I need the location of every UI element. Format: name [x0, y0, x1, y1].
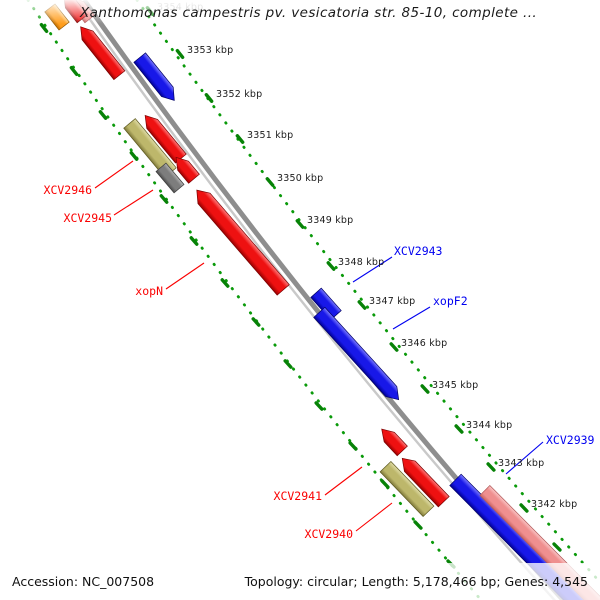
- ruler-label: 3353 kbp: [187, 45, 233, 56]
- feature-XCV2945[interactable]: [171, 153, 200, 184]
- major-tick-right: [486, 462, 496, 472]
- major-tick-right: [326, 261, 336, 271]
- feature-gray-7[interactable]: [155, 162, 185, 194]
- major-tick-left: [283, 359, 293, 369]
- major-tick-left: [39, 23, 49, 33]
- feature-olive-13[interactable]: [379, 460, 435, 518]
- major-tick-right: [454, 424, 464, 434]
- major-tick-left: [220, 278, 230, 288]
- feature-xopF2[interactable]: [313, 306, 404, 404]
- ruler-label: 3346 kbp: [401, 338, 447, 349]
- ruler-label: 3349 kbp: [307, 215, 353, 226]
- feature-red-3[interactable]: [75, 22, 126, 81]
- major-tick-right: [235, 134, 245, 144]
- gene-label-XCV2941[interactable]: XCV2941: [274, 489, 323, 503]
- feature-XCV2941[interactable]: [377, 424, 408, 457]
- callout-XCV2946: [94, 160, 134, 189]
- ruler-label: 3343 kbp: [498, 458, 544, 469]
- feature-xopN[interactable]: [191, 185, 290, 296]
- major-tick-right: [175, 49, 185, 59]
- ruler-label: 3350 kbp: [277, 173, 323, 184]
- major-tick-right: [204, 93, 214, 103]
- ruler-label: 3351 kbp: [247, 130, 293, 141]
- status-bar: Accession: NC_007508 Topology: circular;…: [0, 563, 600, 600]
- gene-label-XCV2945[interactable]: XCV2945: [64, 211, 112, 225]
- major-tick-right: [357, 300, 367, 310]
- backbone-highlight: [78, 3, 557, 600]
- callout-XCV2940: [355, 502, 393, 532]
- gene-label-XCV2946[interactable]: XCV2946: [44, 183, 93, 197]
- major-tick-left: [314, 401, 324, 411]
- ruler-label: 3348 kbp: [338, 257, 384, 268]
- major-tick-right: [389, 342, 399, 352]
- gene-label-XCV2940[interactable]: XCV2940: [305, 527, 354, 541]
- gene-label-XCV2939[interactable]: XCV2939: [546, 433, 595, 447]
- major-tick-left: [380, 479, 390, 489]
- major-tick-left: [251, 317, 261, 327]
- major-tick-right: [265, 177, 275, 187]
- map-title: Xanthomonas campestris pv. vesicatoria s…: [80, 5, 538, 21]
- ruler-label: 3352 kbp: [216, 89, 262, 100]
- major-tick-left: [69, 66, 79, 76]
- ruler-label: 3345 kbp: [432, 380, 478, 391]
- gene-label-xopN[interactable]: xopN: [135, 284, 163, 298]
- callout-XCV2939: [505, 441, 544, 475]
- genome-info-text: Topology: circular; Length: 5,178,466 bp…: [244, 574, 588, 589]
- feature-XCV2940[interactable]: [397, 453, 450, 508]
- gene-label-xopF2[interactable]: xopF2: [433, 294, 468, 308]
- callout-XCV2945: [113, 189, 154, 216]
- major-tick-left: [129, 151, 139, 161]
- major-tick-right: [295, 219, 305, 229]
- callout-xopF2: [392, 306, 431, 330]
- ruler-label: 3344 kbp: [466, 420, 512, 431]
- major-tick: [552, 542, 562, 552]
- major-tick-right: [519, 503, 529, 513]
- ruler-label: 3347 kbp: [369, 296, 415, 307]
- major-tick-right: [420, 384, 430, 394]
- gene-label-XCV2943[interactable]: XCV2943: [394, 244, 443, 258]
- callout-xopN: [165, 262, 205, 290]
- callout-XCV2941: [324, 466, 363, 496]
- ruler-label: 3342 kbp: [531, 499, 577, 510]
- major-tick-left: [159, 194, 169, 204]
- accession-text: Accession: NC_007508: [12, 574, 155, 589]
- major-tick-left: [98, 110, 108, 120]
- feature-blue-4[interactable]: [133, 52, 180, 105]
- major-tick-left: [413, 520, 423, 530]
- callout-XCV2943: [352, 256, 393, 283]
- major-tick-left: [348, 441, 358, 451]
- major-tick-left: [189, 236, 199, 246]
- top-fade: [0, 0, 600, 24]
